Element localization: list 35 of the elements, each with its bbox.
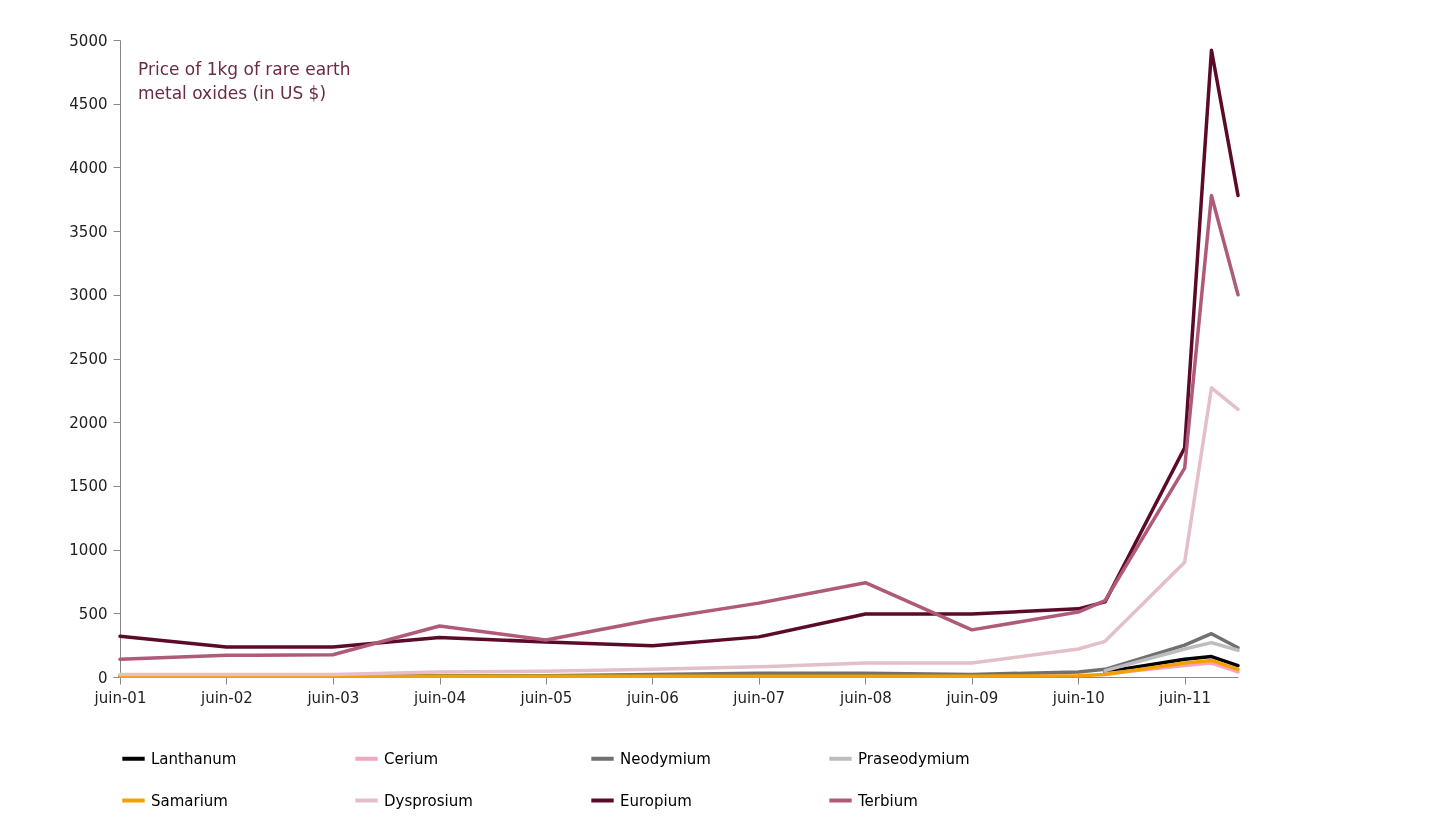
x-tick-label: juin-01 [93, 688, 147, 707]
legend-label: Dysprosium [384, 791, 473, 810]
y-tick-label: 2000 [69, 413, 108, 432]
line-series [118, 193, 1240, 661]
y-tick-label: 4500 [69, 95, 108, 114]
line-series [1103, 640, 1240, 673]
y-tick-label: 5000 [69, 31, 108, 50]
legend-label: Lanthanum [151, 749, 237, 768]
text: Price of 1kg of rare earth metal oxides (in US $) [138, 59, 351, 103]
y-tick-label: 2500 [69, 350, 108, 368]
legend-label: Cerium [384, 749, 439, 768]
x-tick-label: juin-10 [1051, 688, 1105, 707]
y-tick-label: 500 [78, 604, 108, 623]
y-tick-label: 0 [97, 668, 108, 687]
x-tick-label: juin-02 [199, 688, 253, 707]
y-tick-label: 1500 [69, 477, 108, 496]
line-series [118, 48, 1240, 649]
x-tick-label: juin-06 [625, 688, 679, 707]
legend-label: Europium [620, 791, 692, 810]
line-series [1103, 654, 1240, 674]
x-tick-label: juin-09 [945, 688, 999, 707]
x-tick-label: juin-05 [519, 688, 573, 707]
legend-label: Neodymium [620, 749, 711, 768]
legend-label: Samarium [151, 791, 228, 810]
legend-label: Terbium [857, 791, 918, 810]
y-tick-label: 4000 [69, 158, 108, 177]
x-tick-label: juin-08 [839, 688, 892, 707]
x-tick-label: juin-04 [413, 688, 466, 707]
y-tick-label: 1000 [69, 541, 108, 560]
legend-label: Praseodymium [858, 749, 970, 768]
x-tick-label: juin-03 [306, 688, 360, 707]
x-tick-label: juin-07 [732, 688, 786, 707]
y-tick-label: 3500 [69, 222, 108, 241]
y-tick-label: 3000 [69, 286, 108, 305]
x-tick-label: juin-11 [1158, 688, 1212, 707]
